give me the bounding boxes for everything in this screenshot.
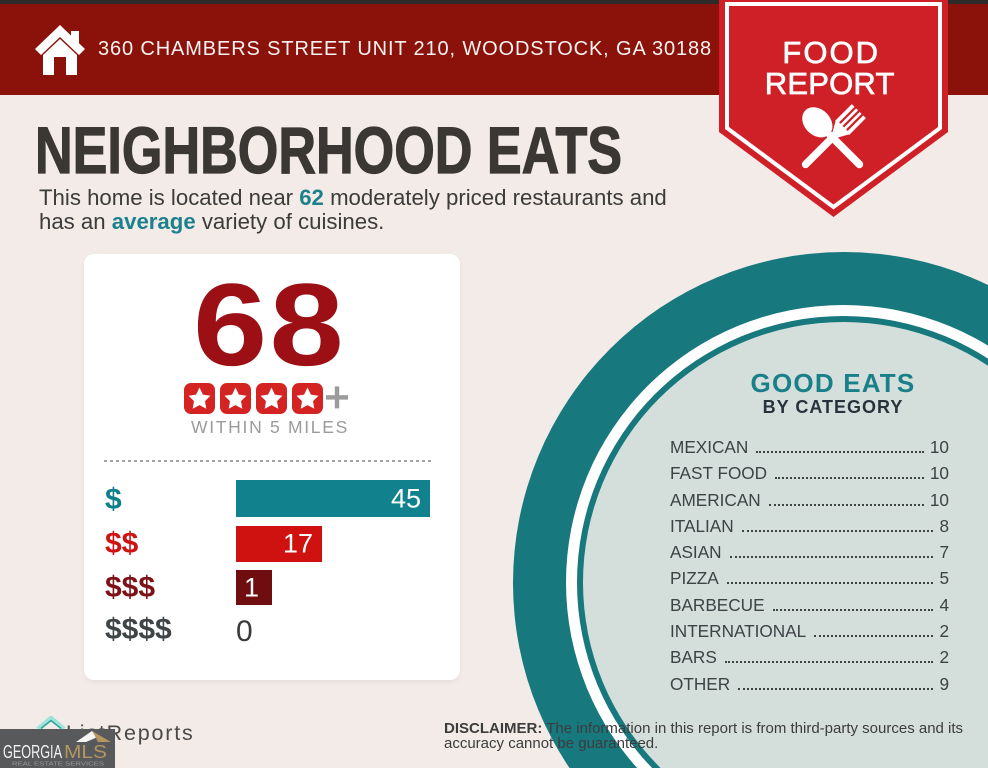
svg-text:FOOD: FOOD xyxy=(782,35,880,70)
svg-text:MLS: MLS xyxy=(64,742,107,762)
svg-text:REAL ESTATE SERVICES: REAL ESTATE SERVICES xyxy=(12,762,104,768)
svg-text:GEORGIA: GEORGIA xyxy=(3,742,62,762)
svg-text:REPORT: REPORT xyxy=(765,66,895,101)
